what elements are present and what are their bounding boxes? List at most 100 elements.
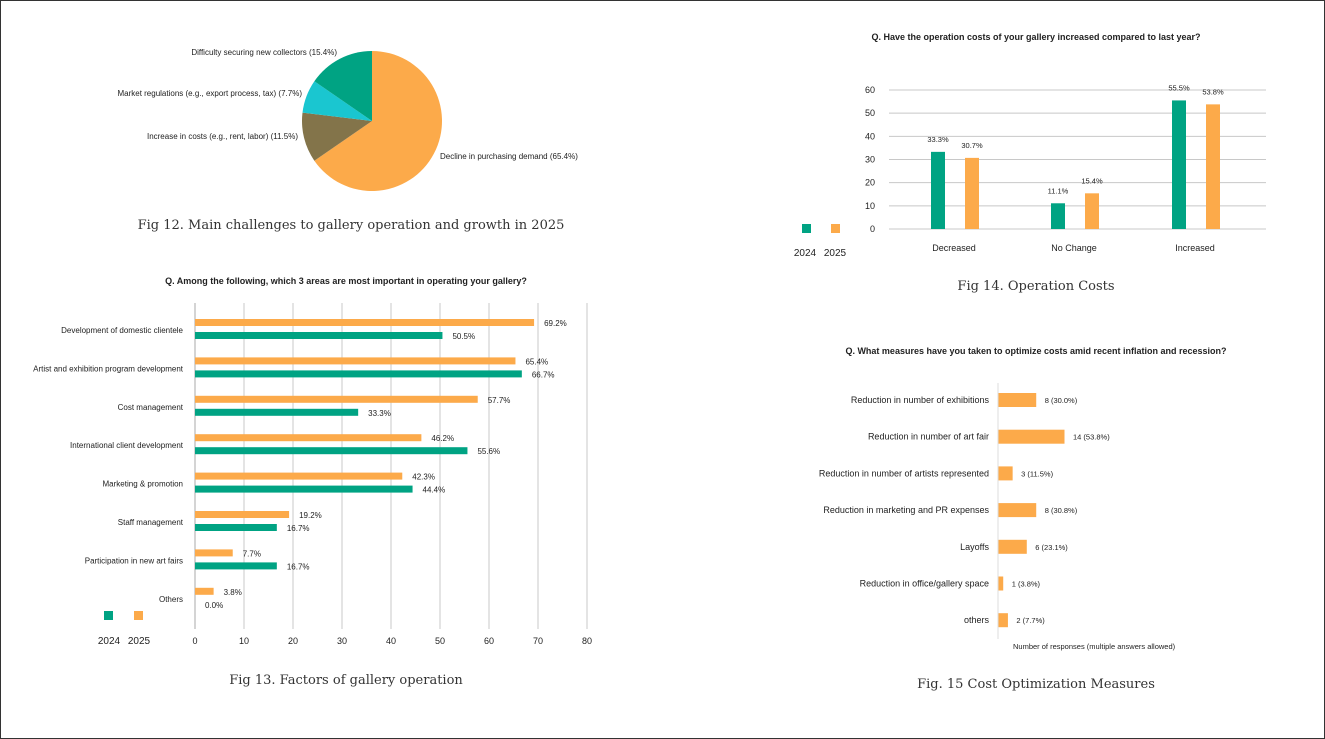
legend-swatch-2024 <box>802 224 811 233</box>
bar-value-label: 14 (53.8%) <box>1073 433 1110 442</box>
chart-title: Q. Among the following, which 3 areas ar… <box>165 276 527 286</box>
bar-value-label: 50.5% <box>452 332 475 341</box>
bar-value-label: 55.6% <box>477 447 500 456</box>
y-tick-label: 50 <box>865 108 875 118</box>
bar-value-label: 46.2% <box>431 434 454 443</box>
pie-slice-label: Increase in costs (e.g., rent, labor) (1… <box>147 132 298 141</box>
bar-2025 <box>195 472 403 480</box>
bar-2025 <box>195 357 516 365</box>
bar-value-label: 33.3% <box>927 135 949 144</box>
bar-2024 <box>195 485 413 493</box>
category-label: Reduction in number of art fair <box>868 432 989 442</box>
category-label: Staff management <box>118 518 184 527</box>
bar-value-label: 65.4% <box>525 357 548 366</box>
pie-slice <box>302 112 372 161</box>
bar-value-label: 66.7% <box>532 370 555 379</box>
bar-value-label: 69.2% <box>544 319 567 328</box>
y-tick-label: 60 <box>865 85 875 95</box>
bar-2024 <box>195 524 277 531</box>
bar-value-label: 2 (7.7%) <box>1016 616 1045 625</box>
x-tick-label: 20 <box>288 636 298 646</box>
category-label: Cost management <box>118 403 184 412</box>
bar-2025 <box>195 319 535 326</box>
bar-2024 <box>1051 203 1065 229</box>
category-label: others <box>964 615 990 625</box>
legend-label: 2025 <box>824 248 847 259</box>
bar-value-label: 7.7% <box>243 549 261 558</box>
bar-value-label: 1 (3.8%) <box>1012 580 1041 589</box>
bar-value-label: 8 (30.8%) <box>1045 506 1078 515</box>
bar <box>998 429 1065 444</box>
bar-value-label: 42.3% <box>412 473 435 482</box>
y-tick-label: 20 <box>865 178 875 188</box>
bar-2024 <box>195 370 522 378</box>
pie-slice <box>314 51 443 191</box>
x-tick-label: 50 <box>435 636 445 646</box>
y-tick-label: 10 <box>865 201 875 211</box>
y-tick-label: 0 <box>870 224 875 234</box>
category-label: Participation in new art fairs <box>85 556 183 565</box>
bar-2025 <box>195 587 214 595</box>
bar-2025 <box>965 157 979 229</box>
axis-label: Number of responses (multiple answers al… <box>1013 642 1176 651</box>
category-label: Layoffs <box>960 542 989 552</box>
chart-title: Q. What measures have you taken to optim… <box>845 346 1226 356</box>
y-tick-label: 30 <box>865 155 875 165</box>
pie-slice <box>314 51 372 121</box>
bar-2024 <box>195 408 359 416</box>
bar-2024 <box>195 562 277 570</box>
pie-slice-label: Decline in purchasing demand (65.4%) <box>440 152 578 161</box>
bar-value-label: 16.7% <box>287 562 310 571</box>
x-tick-label: 40 <box>386 636 396 646</box>
bar <box>998 503 1037 518</box>
bar-value-label: 16.7% <box>287 524 310 533</box>
bar <box>998 466 1013 481</box>
bar <box>998 539 1027 554</box>
x-tick-label: 30 <box>337 636 347 646</box>
bar-2024 <box>931 151 945 229</box>
legend-label: 2024 <box>794 248 817 259</box>
category-label: International client development <box>70 441 184 450</box>
x-tick-label: 60 <box>484 636 494 646</box>
chart-title: Q. Have the operation costs of your gall… <box>871 32 1200 42</box>
bar-value-label: 57.7% <box>488 396 511 405</box>
bar-2024 <box>195 447 468 455</box>
bar-value-label: 33.3% <box>368 409 391 418</box>
bar-2025 <box>1206 104 1220 229</box>
category-label: Development of domestic clientele <box>61 326 183 335</box>
bar-value-label: 3 (11.5%) <box>1021 469 1053 478</box>
bar-value-label: 44.4% <box>423 486 446 495</box>
pie-slice <box>302 81 372 121</box>
bar-value-label: 0.0% <box>205 601 223 610</box>
bar <box>998 613 1008 628</box>
figure-caption: Fig 12. Main challenges to gallery opera… <box>138 218 565 233</box>
bar-value-label: 3.8% <box>224 588 242 597</box>
category-label: Increased <box>1175 243 1215 253</box>
legend-swatch-2025 <box>134 611 143 620</box>
bar-2025 <box>1085 193 1099 229</box>
category-label: Decreased <box>932 243 976 253</box>
bar-value-label: 19.2% <box>299 511 322 520</box>
legend-swatch-2024 <box>104 611 113 620</box>
category-label: Reduction in number of artists represent… <box>819 468 989 478</box>
bar-2025 <box>195 549 233 557</box>
legend-swatch-2025 <box>831 224 840 233</box>
y-tick-label: 40 <box>865 131 875 141</box>
figure-caption: Fig 14. Operation Costs <box>957 279 1114 294</box>
category-label: Reduction in office/gallery space <box>860 579 989 589</box>
bar <box>998 576 1004 591</box>
x-tick-label: 80 <box>582 636 592 646</box>
bar-value-label: 8 (30.0%) <box>1045 396 1078 405</box>
bar-value-label: 55.5% <box>1168 83 1190 92</box>
x-tick-label: 70 <box>533 636 543 646</box>
bar-2025 <box>195 434 422 442</box>
category-label: Marketing & promotion <box>103 480 183 489</box>
bar-value-label: 30.7% <box>961 141 983 150</box>
bar-2024 <box>195 332 443 339</box>
pie-slice-label: Market regulations (e.g., export process… <box>117 89 302 98</box>
x-tick-label: 10 <box>239 636 249 646</box>
category-label: No Change <box>1051 243 1097 253</box>
x-tick-label: 0 <box>192 636 197 646</box>
figure-caption: Fig. 15 Cost Optimization Measures <box>917 677 1155 692</box>
